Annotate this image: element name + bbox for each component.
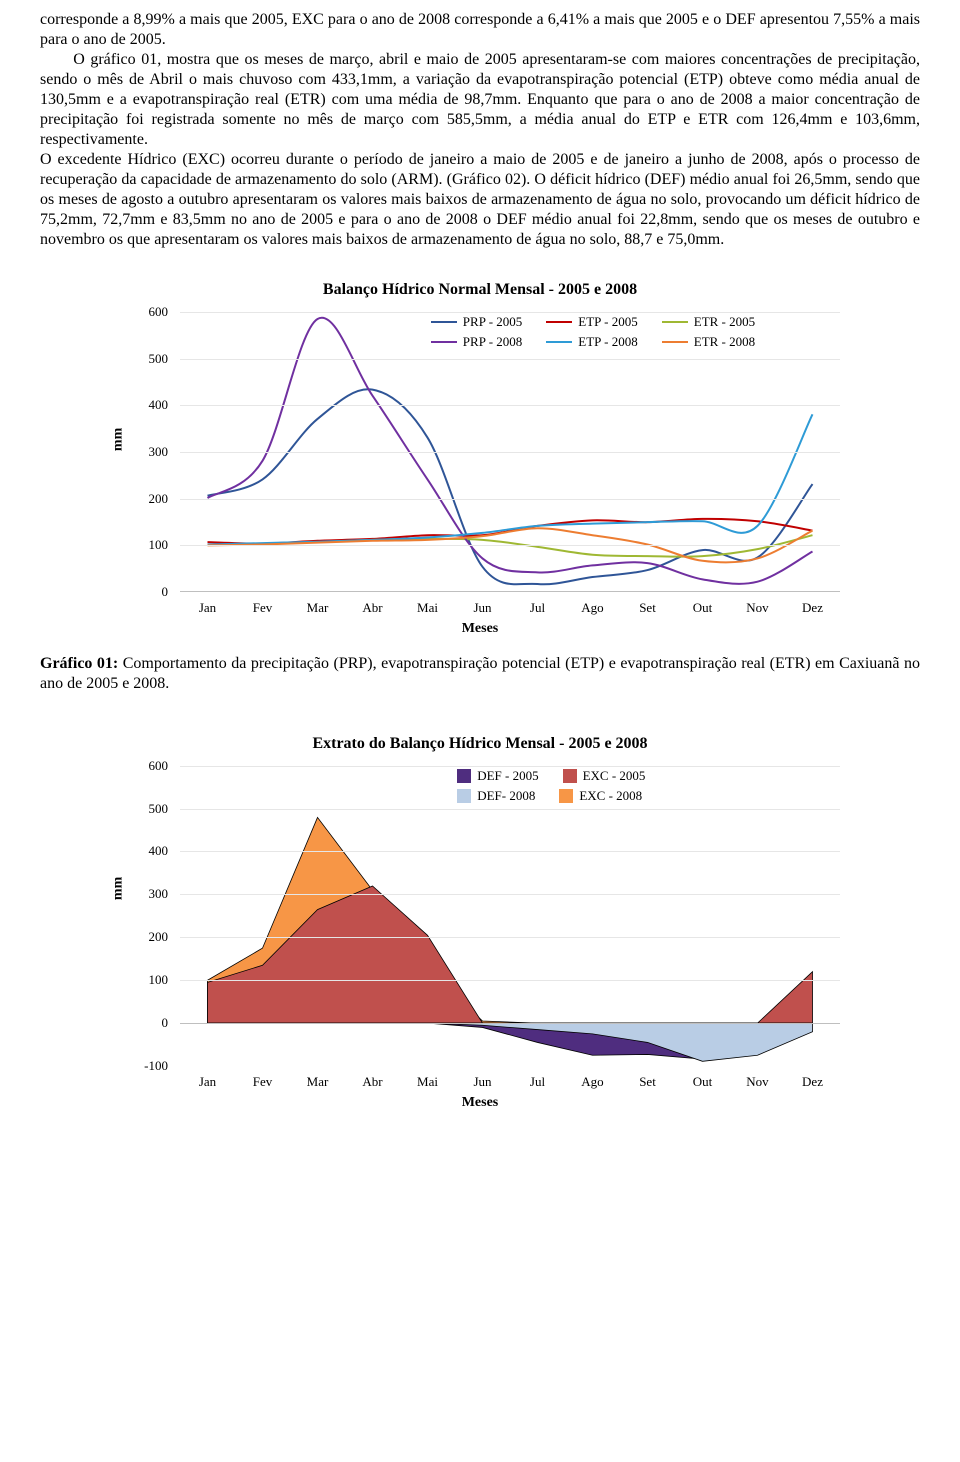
gridline: [180, 405, 840, 406]
chart-1-plot-area: PRP - 2005ETP - 2005ETR - 2005PRP - 2008…: [180, 312, 840, 592]
x-tick: Abr: [345, 1074, 400, 1090]
x-tick: Fev: [235, 600, 290, 616]
x-tick: Set: [620, 600, 675, 616]
chart-2-svg: [180, 766, 840, 1066]
x-tick: Dez: [785, 1074, 840, 1090]
paragraph-2: O gráfico 01, mostra que os meses de mar…: [40, 51, 920, 148]
x-tick: Jan: [180, 600, 235, 616]
x-tick: Abr: [345, 600, 400, 616]
gridline: [180, 359, 840, 360]
x-tick: Out: [675, 1074, 730, 1090]
chart-2-plot: mm 6005004003002001000-100 DEF - 2005EXC…: [120, 766, 840, 1070]
gridline: [180, 545, 840, 546]
y-tick: 500: [149, 800, 169, 816]
x-tick: Mar: [290, 600, 345, 616]
y-tick: 500: [149, 351, 169, 367]
y-tick: 400: [149, 843, 169, 859]
x-tick: Jul: [510, 600, 565, 616]
chart-1: Balanço Hídrico Normal Mensal - 2005 e 2…: [120, 280, 840, 638]
y-tick: 400: [149, 397, 169, 413]
x-tick: Mar: [290, 1074, 345, 1090]
body-paragraphs: corresponde a 8,99% a mais que 2005, EXC…: [40, 10, 920, 250]
y-tick: 0: [162, 1015, 169, 1031]
gridline: [180, 499, 840, 500]
x-tick: Set: [620, 1074, 675, 1090]
y-tick: 300: [149, 444, 169, 460]
page: corresponde a 8,99% a mais que 2005, EXC…: [0, 0, 960, 1142]
x-tick: Ago: [565, 1074, 620, 1090]
gridline: [180, 452, 840, 453]
chart-1-x-label: Meses: [120, 620, 840, 638]
gridline: [180, 894, 840, 895]
x-tick: Mai: [400, 1074, 455, 1090]
x-tick: Dez: [785, 600, 840, 616]
y-tick: 300: [149, 886, 169, 902]
chart-2-plot-area: DEF - 2005EXC - 2005DEF- 2008EXC - 2008: [180, 766, 840, 1066]
x-tick: Jun: [455, 600, 510, 616]
chart-1-caption: Gráfico 01: Comportamento da precipitaçã…: [40, 654, 920, 694]
paragraph-3: O excedente Hídrico (EXC) ocorreu durant…: [40, 151, 920, 248]
x-tick: Fev: [235, 1074, 290, 1090]
chart-2-x-label: Meses: [120, 1094, 840, 1112]
gridline: [180, 937, 840, 938]
y-tick: 200: [149, 929, 169, 945]
y-tick: 0: [162, 584, 169, 600]
chart-2-y-ticks: 6005004003002001000-100: [120, 766, 174, 1066]
gridline: [180, 851, 840, 852]
chart-2: Extrato do Balanço Hídrico Mensal - 2005…: [120, 734, 840, 1112]
chart-1-x-ticks: JanFevMarAbrMaiJunJulAgoSetOutNovDez: [120, 600, 840, 616]
paragraph-1: corresponde a 8,99% a mais que 2005, EXC…: [40, 11, 920, 48]
chart-1-caption-text: Comportamento da precipitação (PRP), eva…: [40, 655, 920, 692]
chart-1-caption-prefix: Gráfico 01:: [40, 655, 118, 672]
chart-2-zero-line: [180, 1023, 840, 1024]
y-tick: 600: [149, 304, 169, 320]
series-ETP_2008: [208, 414, 813, 544]
chart-1-y-ticks: 6005004003002001000: [120, 312, 174, 596]
y-tick: 100: [149, 537, 169, 553]
y-tick: 100: [149, 972, 169, 988]
x-tick: Jul: [510, 1074, 565, 1090]
x-tick: Jan: [180, 1074, 235, 1090]
y-tick: 600: [149, 758, 169, 774]
x-tick: Nov: [730, 600, 785, 616]
y-tick: -100: [144, 1058, 168, 1074]
gridline: [180, 766, 840, 767]
x-tick: Ago: [565, 600, 620, 616]
x-tick: Mai: [400, 600, 455, 616]
gridline: [180, 312, 840, 313]
gridline: [180, 809, 840, 810]
x-tick: Out: [675, 600, 730, 616]
chart-2-title: Extrato do Balanço Hídrico Mensal - 2005…: [120, 734, 840, 754]
x-tick: Nov: [730, 1074, 785, 1090]
gridline: [180, 980, 840, 981]
y-tick: 200: [149, 491, 169, 507]
chart-2-x-ticks: JanFevMarAbrMaiJunJulAgoSetOutNovDez: [120, 1074, 840, 1090]
chart-1-title: Balanço Hídrico Normal Mensal - 2005 e 2…: [120, 280, 840, 300]
x-tick: Jun: [455, 1074, 510, 1090]
chart-1-plot: mm 6005004003002001000 PRP - 2005ETP - 2…: [120, 312, 840, 596]
